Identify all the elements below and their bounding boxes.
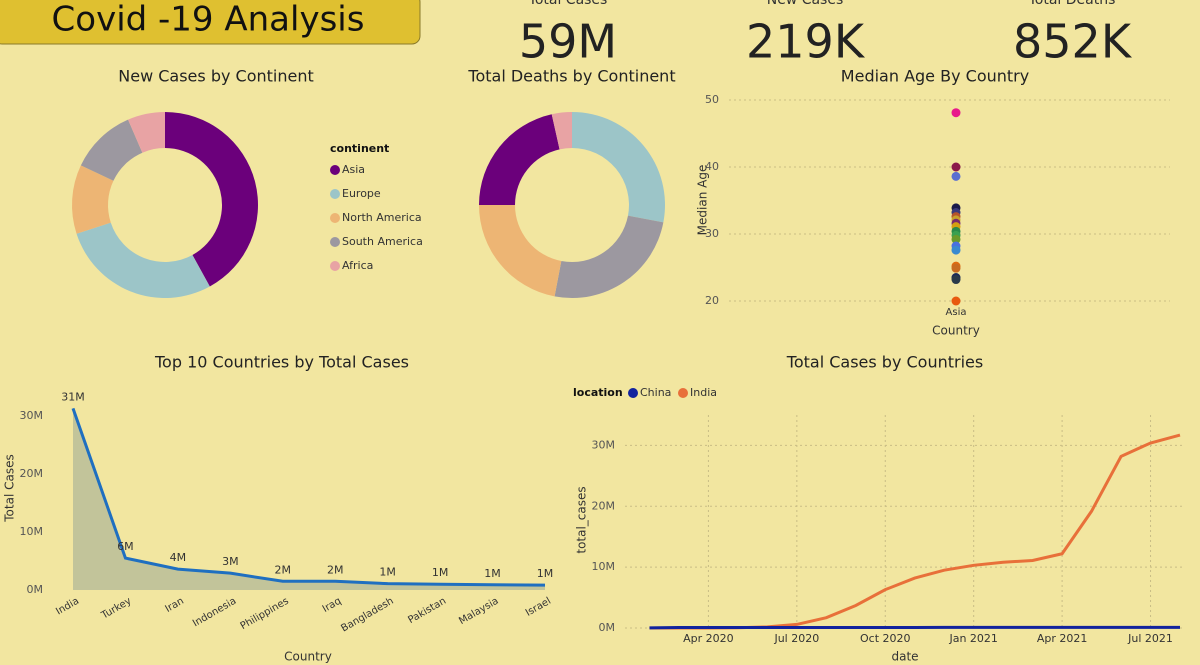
- y-axis-label: Total Cases: [3, 454, 17, 522]
- chart-title: Total Cases by Countries: [786, 353, 983, 372]
- x-tick-label: Apr 2020: [683, 632, 734, 645]
- x-axis-label: date: [891, 650, 918, 664]
- legend-title: location: [573, 386, 623, 399]
- donut-slice: [80, 119, 143, 181]
- donut-slice: [479, 114, 560, 205]
- x-tick-label: Asia: [946, 307, 967, 318]
- donut-slice: [165, 112, 258, 287]
- legend-dot: [330, 237, 340, 247]
- title-box: [0, 0, 421, 45]
- legend-dot: [330, 189, 340, 199]
- value-label: 2M: [275, 563, 292, 576]
- donut-slice: [554, 215, 664, 298]
- y-tick-label: 30M: [592, 438, 616, 451]
- legend-label: Europe: [342, 187, 381, 200]
- x-axis-label: Country: [284, 650, 332, 664]
- y-tick-label: 0M: [27, 583, 44, 596]
- y-tick-label: 10M: [592, 560, 616, 573]
- legend-label: China: [640, 386, 671, 399]
- donut-slice: [128, 112, 165, 153]
- legend-label: North America: [342, 211, 422, 224]
- x-tick-label: Jan 2021: [948, 632, 997, 645]
- donut-slice: [479, 205, 562, 297]
- value-label: 3M: [222, 555, 239, 568]
- chart-title: Median Age By Country: [841, 67, 1029, 86]
- kpi-value: 59M: [519, 15, 617, 69]
- value-label: 1M: [379, 566, 396, 579]
- y-tick-label: 20: [705, 294, 719, 307]
- value-label: 1M: [484, 567, 501, 580]
- value-label: 6M: [117, 540, 134, 553]
- kpi-value: 219K: [746, 15, 866, 69]
- area-fill: [73, 408, 545, 590]
- legend-dot: [678, 388, 688, 398]
- donut-slice: [76, 222, 210, 298]
- legend-title: continent: [330, 142, 389, 155]
- chart-title: Total Deaths by Continent: [467, 67, 675, 86]
- value-label: 2M: [327, 563, 344, 576]
- dashboard-title: Covid -19 Analysis: [52, 0, 365, 40]
- legend-dot: [330, 165, 340, 175]
- scatter-point: [951, 263, 961, 273]
- x-axis-label: Country: [932, 324, 980, 338]
- scatter-point: [951, 162, 961, 172]
- legend-label: Asia: [342, 163, 365, 176]
- kpi-label: New Cases: [767, 0, 844, 8]
- y-tick-label: 10M: [20, 525, 44, 538]
- x-tick-label: Apr 2021: [1037, 632, 1088, 645]
- chart-title: New Cases by Continent: [118, 67, 314, 86]
- scatter-point: [951, 245, 961, 255]
- x-tick-label: Jul 2020: [773, 632, 819, 645]
- kpi-label: Total Cases: [528, 0, 608, 8]
- x-tick-label: Oct 2020: [860, 632, 911, 645]
- line: [649, 625, 1181, 630]
- donut-slice: [551, 112, 572, 150]
- line: [71, 407, 546, 587]
- value-label: 1M: [537, 567, 554, 580]
- legend-label: India: [690, 386, 717, 399]
- y-tick-label: 50: [705, 93, 719, 106]
- y-tick-label: 0M: [599, 621, 616, 634]
- y-axis-label: Median Age: [696, 165, 710, 236]
- y-tick-label: 30: [705, 227, 719, 240]
- kpi-label: Total Deaths: [1028, 0, 1116, 8]
- legend-label: South America: [342, 235, 423, 248]
- donut-slice: [71, 165, 114, 234]
- scatter-point: [951, 296, 961, 306]
- y-axis-label: total_cases: [575, 486, 589, 553]
- y-tick-label: 40: [705, 160, 719, 173]
- legend-label: Africa: [342, 259, 373, 272]
- legend-dot: [330, 213, 340, 223]
- scatter-point: [951, 275, 961, 285]
- y-tick-label: 30M: [20, 409, 44, 422]
- donut-slice: [572, 112, 665, 223]
- value-label: 1M: [432, 566, 449, 579]
- value-label: 31M: [61, 390, 85, 403]
- scatter-point: [951, 234, 961, 244]
- x-tick-label: Jul 2021: [1127, 632, 1173, 645]
- value-label: 4M: [170, 551, 187, 564]
- kpi-value: 852K: [1013, 15, 1133, 69]
- legend-dot: [330, 261, 340, 271]
- y-tick-label: 20M: [592, 499, 616, 512]
- legend-dot: [628, 388, 638, 398]
- scatter-point: [951, 171, 961, 181]
- chart-title: Top 10 Countries by Total Cases: [154, 353, 409, 372]
- y-tick-label: 20M: [20, 467, 44, 480]
- scatter-point: [951, 108, 961, 118]
